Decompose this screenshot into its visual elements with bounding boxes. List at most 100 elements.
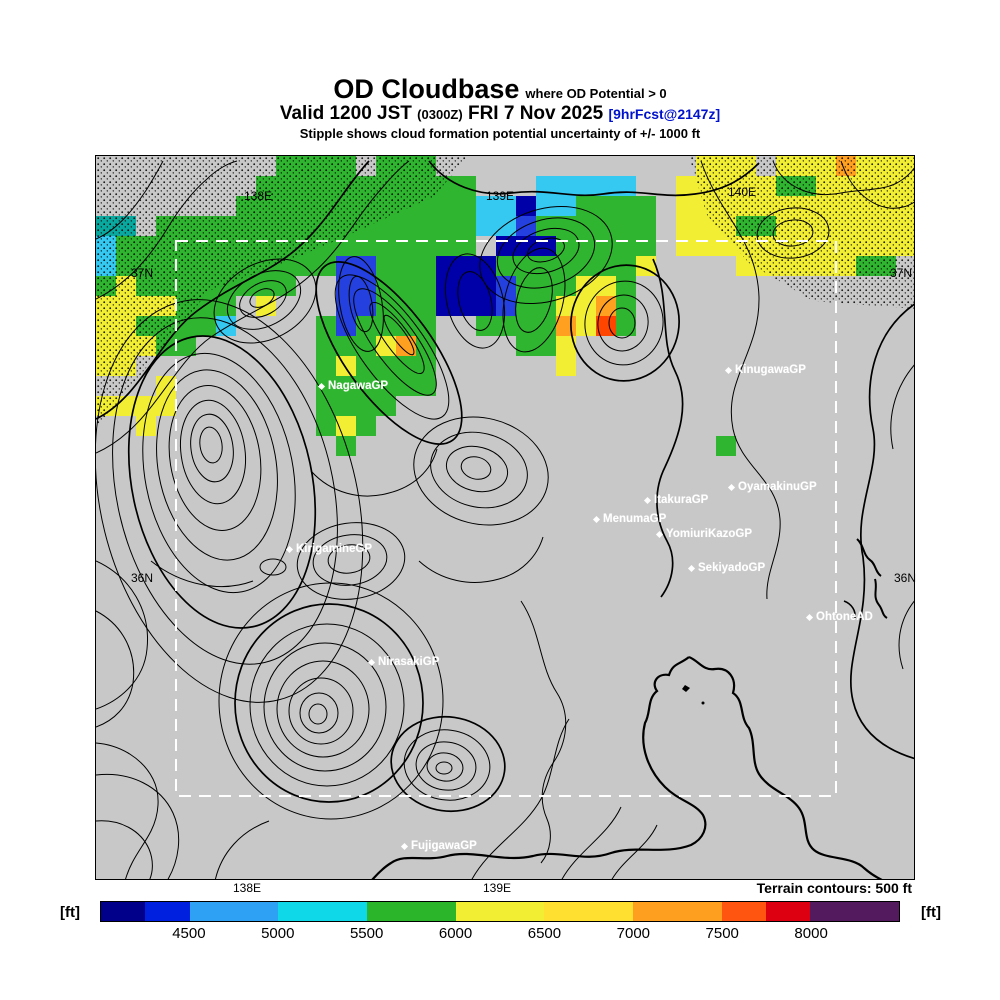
colorbar-tick-label: 7000 xyxy=(616,925,651,942)
cloudbase-cell xyxy=(456,256,476,276)
cloudbase-cell xyxy=(676,216,696,236)
colorbar-segment xyxy=(633,902,722,921)
valid-date: FRI 7 Nov 2025 xyxy=(467,103,604,124)
forecast-tag: [9hrFcst@2147z] xyxy=(608,106,721,122)
cloudbase-cell xyxy=(556,336,576,356)
colorbar-tick-labels: 4500 5000 5500 6000 6500 7000 7500 8000 xyxy=(100,925,900,943)
valid-time-line: Valid 1200 JST (0300Z) FRI 7 Nov 2025 [9… xyxy=(0,103,1000,125)
colorbar-segment xyxy=(145,902,190,921)
colorbar-tick-label: 6500 xyxy=(527,925,562,942)
cloudbase-cell xyxy=(436,216,456,236)
title-main: OD Cloudbase xyxy=(333,74,520,104)
valid-prefix: Valid 1200 JST xyxy=(279,103,412,124)
cloudbase-cell xyxy=(356,376,376,396)
cloudbase-cell xyxy=(316,376,336,396)
colorbar-tick-label: 5000 xyxy=(261,925,295,942)
stipple-note: Stipple shows cloud formation potential … xyxy=(299,126,701,141)
cloudbase-cell xyxy=(376,296,396,316)
coastline-path-east xyxy=(688,655,883,879)
cloudbase-cell xyxy=(156,396,176,416)
cloudbase-cell xyxy=(476,196,496,216)
cloudbase-cell xyxy=(396,336,416,356)
cloudbase-cell xyxy=(196,316,216,336)
cloudbase-cell xyxy=(136,416,156,436)
terrain-contours-note: Terrain contours: 500 ft xyxy=(756,880,912,896)
cloudbase-cell xyxy=(416,356,436,376)
terrain-contours-svg xyxy=(96,156,914,879)
cloudbase-cell xyxy=(316,416,336,436)
cloudbase-cell xyxy=(636,196,656,216)
cloudbase-cell xyxy=(456,276,476,296)
cloudbase-cell xyxy=(416,276,436,296)
cloudbase-cell xyxy=(676,196,696,216)
cloudbase-cell xyxy=(376,336,396,356)
cloudbase-cell xyxy=(616,196,636,216)
cloudbase-cell xyxy=(376,216,396,236)
cloudbase-cell xyxy=(556,276,576,296)
domain-boundary-box xyxy=(175,240,837,797)
cloudbase-cell xyxy=(436,256,456,276)
cloudbase-cell xyxy=(416,296,436,316)
latlon-label: 138E xyxy=(232,881,262,895)
cloudbase-cell xyxy=(456,196,476,216)
cloudbase-cell xyxy=(356,296,376,316)
cloudbase-cell xyxy=(416,376,436,396)
cloudbase-cell xyxy=(616,256,636,276)
colorbar-segment xyxy=(367,902,456,921)
cloudbase-cell xyxy=(436,296,456,316)
colorbar-segment xyxy=(721,902,767,921)
cloudbase-cell xyxy=(536,176,556,196)
cloudbase-cell xyxy=(416,256,436,276)
cloudbase-cell xyxy=(476,216,496,236)
colorbar-tick-label: 4500 xyxy=(172,925,206,942)
cloudbase-cell xyxy=(356,316,376,336)
cloudbase-cell xyxy=(396,256,416,276)
cloudbase-cell xyxy=(336,336,356,356)
cloudbase-cell xyxy=(616,216,636,236)
cloudbase-cell xyxy=(536,316,556,336)
colorbar-segment xyxy=(455,902,545,921)
cloudbase-cell xyxy=(416,336,436,356)
title-sub: where OD Potential > 0 xyxy=(525,86,667,101)
cloudbase-cell xyxy=(376,256,396,276)
coastline-path xyxy=(371,656,707,879)
cloudbase-cell xyxy=(616,316,636,336)
cloudbase-cell xyxy=(516,296,536,316)
cloudbase-cell xyxy=(576,176,596,196)
cloudbase-cell xyxy=(696,216,716,236)
cloudbase-cell xyxy=(636,216,656,236)
cloudbase-cell xyxy=(296,256,316,276)
cloudbase-cell xyxy=(616,176,636,196)
cloudbase-cell xyxy=(556,216,576,236)
cloudbase-cell xyxy=(356,256,376,276)
cloudbase-colorbar xyxy=(100,901,900,922)
colorbar-tick-label: 5500 xyxy=(349,925,384,942)
cloudbase-cell xyxy=(496,256,516,276)
cloudbase-cell xyxy=(396,316,416,336)
cloudbase-cell xyxy=(556,356,576,376)
map-area xyxy=(95,155,915,880)
cloudbase-cell xyxy=(316,316,336,336)
cloudbase-cell xyxy=(716,436,736,456)
cloudbase-cell xyxy=(556,176,576,196)
cloudbase-cell xyxy=(496,316,516,336)
cloudbase-cell xyxy=(416,216,436,236)
cloudbase-cell xyxy=(316,356,336,376)
cloudbase-cell xyxy=(276,276,296,296)
colorbar-tick-label: 6000 xyxy=(438,925,473,942)
cloudbase-cell xyxy=(596,216,616,236)
cloudbase-cell xyxy=(356,416,376,436)
stipple-pattern xyxy=(689,156,914,309)
colorbar-segment xyxy=(544,902,634,921)
chart-title: OD Cloudbase where OD Potential > 0 xyxy=(0,74,1000,105)
cloudbase-cell xyxy=(676,176,696,196)
cloudbase-cell xyxy=(436,276,456,296)
unit-label-left: [ft] xyxy=(60,904,80,921)
colorbar-segment xyxy=(278,902,367,921)
cloudbase-cell xyxy=(216,296,236,316)
cloudbase-cell xyxy=(336,376,356,396)
contour-group xyxy=(96,156,914,879)
colorbar-segment xyxy=(810,902,900,921)
colorbar-tick-label: 7500 xyxy=(705,925,739,942)
